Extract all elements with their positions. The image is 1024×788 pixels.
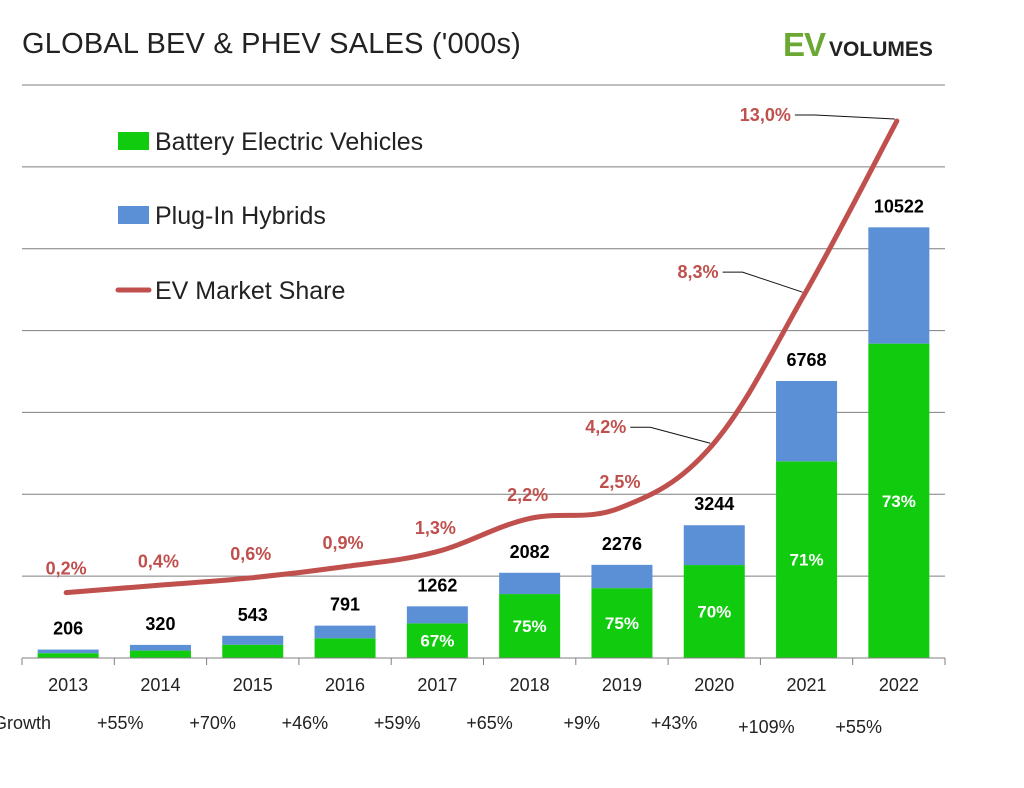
x-tick-label: 2020 [694, 675, 734, 695]
x-tick-label: 2022 [879, 675, 919, 695]
legend: Battery Electric Vehicles Plug-In Hybrids… [115, 128, 423, 305]
bev-bar [129, 650, 191, 658]
growth-value: +46% [282, 713, 329, 733]
x-axis: 2013 2014 2015 2016 2017 2018 2019 2020 2021 2022 [21, 657, 946, 695]
leader-line [722, 271, 803, 293]
growth-value: +59% [374, 713, 421, 733]
growth-value: +55% [835, 717, 882, 737]
growth-value: +109% [738, 717, 795, 737]
legend-label: Plug-In Hybrids [155, 202, 326, 230]
total-label: 2082 [510, 542, 550, 562]
growth-value: +70% [189, 713, 236, 733]
market-share-label: 2,5% [599, 472, 640, 492]
total-label: 320 [145, 614, 175, 634]
phev-bar [683, 525, 745, 566]
growth-row-label: Growth [0, 713, 51, 733]
market-share-label: 0,9% [323, 533, 364, 553]
growth-value: +65% [466, 713, 513, 733]
total-label: 206 [53, 619, 83, 639]
phev-bar [129, 644, 191, 651]
bev-bar [222, 644, 284, 658]
phev-bar [591, 564, 653, 589]
logo-ev-text: EV [783, 26, 826, 63]
x-tick-label: 2014 [140, 675, 180, 695]
total-label: 3244 [694, 494, 734, 514]
bev-bar [37, 653, 99, 658]
market-share-label: 2,2% [507, 485, 548, 505]
market-share-label: 8,3% [678, 262, 719, 282]
ev-volumes-logo: EV VOLUMES [783, 26, 933, 64]
market-share-label: 13,0% [740, 105, 791, 125]
bev-share-label: 75% [605, 614, 639, 633]
market-share-label: 1,3% [415, 518, 456, 538]
bev-bar [776, 461, 838, 658]
growth-value: +43% [651, 713, 698, 733]
phev-bar [37, 649, 99, 654]
phev-bar [406, 606, 468, 624]
legend-swatch-bev [118, 132, 149, 150]
growth-value: +9% [564, 713, 601, 733]
market-share-line-series [63, 118, 900, 596]
bar-series [37, 227, 930, 658]
legend-swatch-phev [118, 206, 149, 224]
bev-share-label: 73% [882, 492, 916, 511]
logo-volumes-text: VOLUMES [829, 38, 933, 61]
leader-line [630, 426, 711, 444]
legend-label: EV Market Share [155, 277, 345, 305]
x-tick-label: 2021 [787, 675, 827, 695]
total-label: 543 [238, 605, 268, 625]
growth-row: Growth +55% +70% +46% +59% +65% +9% +43% +109% +5… [0, 713, 882, 737]
bev-share-label: 70% [697, 603, 731, 622]
bev-bar [406, 623, 468, 658]
bev-bar [868, 343, 930, 658]
bev-share-label: 75% [513, 617, 547, 636]
phev-bar [499, 572, 561, 595]
x-tick-label: 2019 [602, 675, 642, 695]
market-share-label: 4,2% [585, 417, 626, 437]
bev-share-label: 71% [790, 551, 824, 570]
total-label: 1262 [417, 575, 457, 595]
x-tick-label: 2016 [325, 675, 365, 695]
phev-bar [314, 625, 376, 639]
market-share-label: 0,4% [138, 551, 179, 571]
total-label: 2276 [602, 534, 642, 554]
total-label: 791 [330, 595, 360, 615]
x-tick-label: 2015 [233, 675, 273, 695]
x-tick-label: 2013 [48, 675, 88, 695]
bev-bar [591, 588, 653, 658]
phev-bar [868, 227, 930, 344]
growth-value: +55% [97, 713, 144, 733]
bev-bar [683, 565, 745, 658]
chart-title: GLOBAL BEV & PHEV SALES ('000s) [22, 28, 522, 60]
phev-bar [776, 380, 838, 462]
bev-share-label: 67% [420, 632, 454, 651]
market-share-label: 0,2% [46, 559, 87, 579]
total-label: 6768 [787, 350, 827, 370]
market-share-line [63, 118, 900, 596]
x-tick-label: 2018 [510, 675, 550, 695]
bev-bar [314, 638, 376, 658]
total-label: 10522 [874, 196, 924, 216]
leader-line [794, 114, 895, 120]
legend-label: Battery Electric Vehicles [155, 128, 423, 156]
bev-bar [499, 594, 561, 658]
phev-bar [222, 635, 284, 645]
data-labels: 206 320 543 791 1262 2082 2276 3244 6768 10522 67%… [46, 105, 924, 651]
market-share-label: 0,6% [230, 544, 271, 564]
x-tick-label: 2017 [417, 675, 457, 695]
